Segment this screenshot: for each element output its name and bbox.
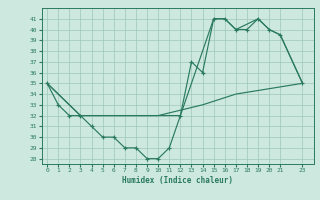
X-axis label: Humidex (Indice chaleur): Humidex (Indice chaleur) xyxy=(122,176,233,185)
